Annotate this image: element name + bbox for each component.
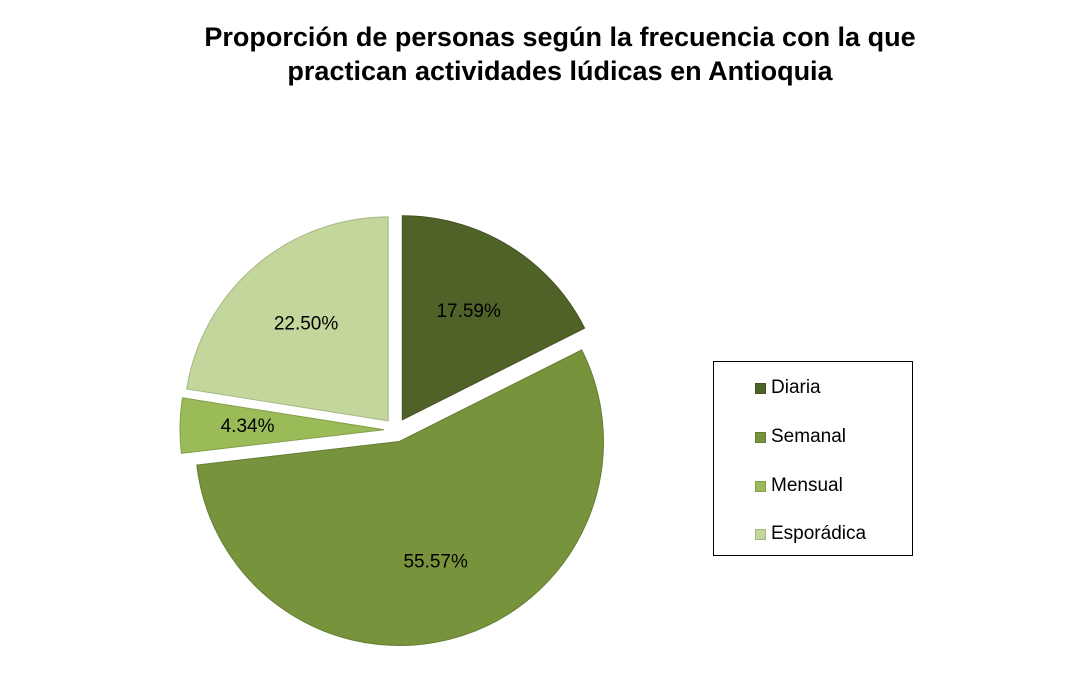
legend-item-semanal: Semanal xyxy=(755,425,846,449)
legend-item-esporadica: Esporádica xyxy=(755,522,866,546)
chart-title-line-1: Proporción de personas según la frecuenc… xyxy=(204,22,916,52)
chart-title: Proporción de personas según la frecuenc… xyxy=(110,20,1010,88)
legend-item-diaria: Diaria xyxy=(755,376,821,400)
legend-label-esporadica: Esporádica xyxy=(771,523,867,544)
pie-data-labels: 17.59% 55.57% 4.34% 22.50% xyxy=(221,301,501,573)
data-label-mensual: 4.34% xyxy=(221,416,275,437)
pie-slices xyxy=(179,215,604,646)
legend-swatch-diaria xyxy=(755,382,766,394)
legend-swatch-mensual xyxy=(755,480,766,492)
legend-swatch-semanal xyxy=(755,431,766,443)
data-label-esporadica: 22.50% xyxy=(274,314,339,335)
legend-item-mensual: Mensual xyxy=(755,474,843,498)
pie-slice-esporadica xyxy=(186,216,389,422)
data-label-semanal: 55.57% xyxy=(403,552,468,573)
pie-slice-diaria xyxy=(401,215,586,421)
legend-label-semanal: Semanal xyxy=(771,426,846,447)
legend-swatch-esporadica xyxy=(755,528,766,540)
chart-title-line-2: practican actividades lúdicas en Antioqu… xyxy=(287,56,833,86)
pie-slice-semanal xyxy=(196,349,604,646)
data-label-diaria: 17.59% xyxy=(436,301,501,322)
pie-slice-mensual xyxy=(179,397,385,454)
legend: Diaria Semanal Mensual Esporádica xyxy=(713,361,913,556)
legend-label-diaria: Diaria xyxy=(771,377,821,398)
legend-label-mensual: Mensual xyxy=(771,475,843,496)
